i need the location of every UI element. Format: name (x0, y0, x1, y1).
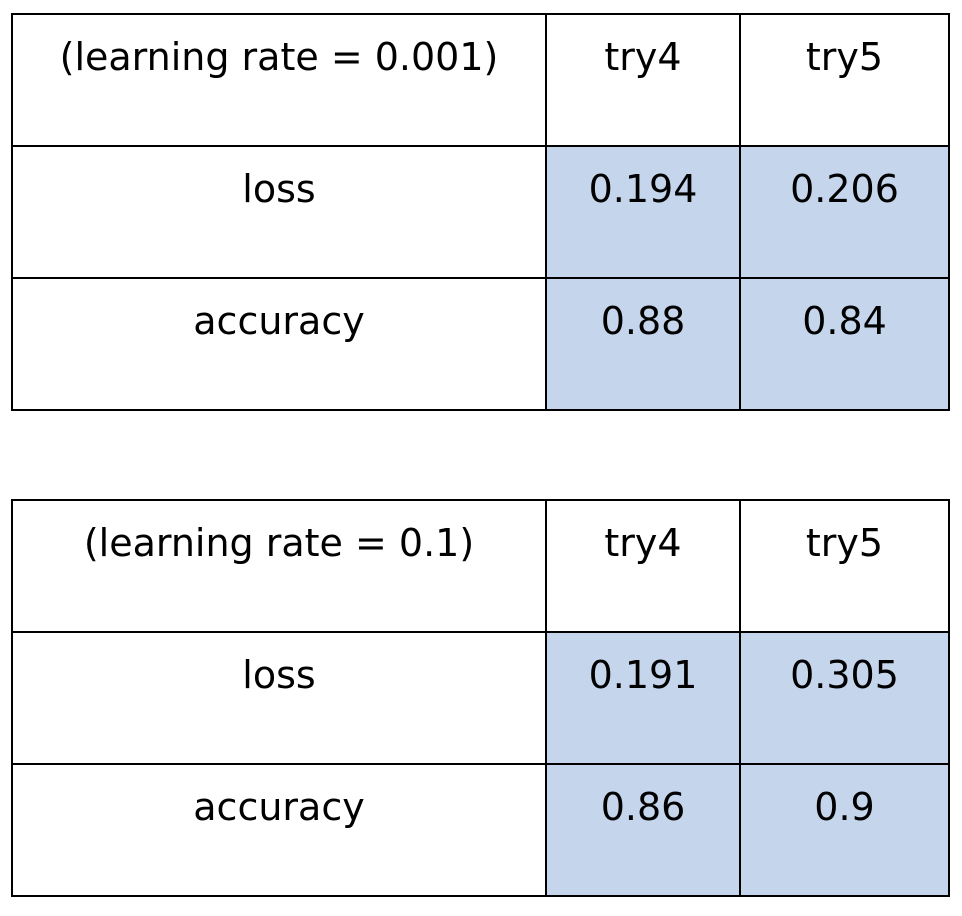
table-cell: 0.9 (739, 763, 950, 897)
cell-text: loss (242, 653, 316, 697)
header-cell: try4 (545, 13, 741, 147)
cell-text: 0.305 (790, 653, 899, 697)
table-cell: 0.305 (739, 631, 950, 765)
table-cell: accuracy (11, 277, 547, 411)
table-row: (learning rate = 0.001) try4 try5 (11, 13, 950, 147)
cell-text: try4 (604, 521, 682, 565)
table-cell: 0.206 (739, 145, 950, 279)
table-cell: loss (11, 631, 547, 765)
cell-text: try4 (604, 35, 682, 79)
cell-text: accuracy (193, 785, 365, 829)
cell-text: try5 (805, 521, 884, 565)
cell-text: (learning rate = 0.1) (83, 521, 475, 565)
table-cell: 0.86 (545, 763, 741, 897)
header-cell: try5 (739, 13, 950, 147)
cell-text: try5 (805, 35, 884, 79)
table-cell: 0.191 (545, 631, 741, 765)
cell-text: 0.206 (790, 167, 899, 211)
header-cell: try5 (739, 499, 950, 633)
header-cell: (learning rate = 0.001) (11, 13, 547, 147)
cell-text: accuracy (193, 299, 365, 343)
table-cell: 0.88 (545, 277, 741, 411)
table: (learning rate = 0.1) try4 try5 loss 0.191 0.… (11, 499, 950, 897)
table-cell: 0.84 (739, 277, 950, 411)
header-cell: try4 (545, 499, 741, 633)
table-cell: 0.194 (545, 145, 741, 279)
cell-text: 0.86 (600, 785, 686, 829)
cell-text: loss (242, 167, 316, 211)
table-row: loss 0.194 0.206 (11, 145, 950, 279)
header-cell: (learning rate = 0.1) (11, 499, 547, 633)
table-row: accuracy 0.88 0.84 (11, 277, 950, 411)
table-row: (learning rate = 0.1) try4 try5 (11, 499, 950, 633)
table-cell: loss (11, 145, 547, 279)
cell-text: 0.88 (600, 299, 686, 343)
cell-text: 0.194 (588, 167, 698, 211)
table: (learning rate = 0.001) try4 try5 loss 0.194… (11, 13, 950, 411)
cell-text: (learning rate = 0.001) (59, 35, 499, 79)
cell-text: 0.84 (802, 299, 887, 343)
cell-text: 0.191 (588, 653, 698, 697)
table-cell: accuracy (11, 763, 547, 897)
table-row: accuracy 0.86 0.9 (11, 763, 950, 897)
cell-text: 0.9 (814, 785, 875, 829)
table-row: loss 0.191 0.305 (11, 631, 950, 765)
